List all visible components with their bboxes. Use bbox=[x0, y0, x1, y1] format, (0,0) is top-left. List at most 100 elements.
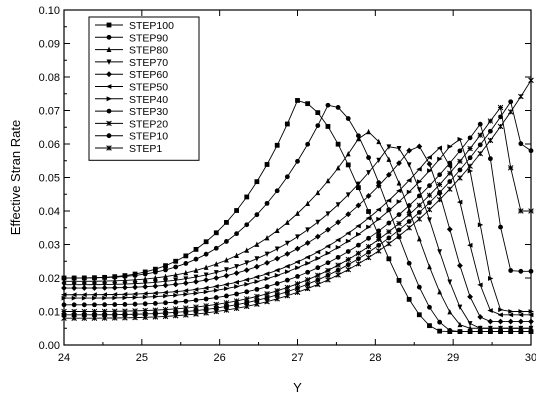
legend-item: STEP60 bbox=[95, 69, 168, 81]
data-point bbox=[152, 283, 159, 289]
data-point bbox=[528, 318, 534, 325]
data-point bbox=[91, 308, 98, 315]
data-point bbox=[213, 295, 219, 300]
y-tick-label: 0.03 bbox=[39, 240, 60, 252]
data-point bbox=[396, 199, 403, 205]
y-tick-label: 0.10 bbox=[39, 5, 60, 17]
data-point bbox=[477, 121, 483, 127]
data-point bbox=[203, 277, 210, 283]
data-point bbox=[366, 128, 371, 135]
y-tick-label: 0.05 bbox=[39, 173, 60, 185]
data-point bbox=[102, 275, 108, 280]
data-point bbox=[163, 273, 168, 280]
data-point bbox=[274, 296, 280, 302]
data-point bbox=[91, 285, 98, 291]
data-point bbox=[426, 161, 433, 167]
data-point bbox=[325, 226, 331, 233]
data-point bbox=[365, 243, 372, 250]
series-step60 bbox=[61, 143, 534, 325]
data-point bbox=[467, 168, 474, 174]
data-point bbox=[274, 188, 280, 194]
data-point bbox=[477, 150, 484, 157]
data-point bbox=[376, 233, 382, 238]
data-point bbox=[203, 306, 209, 312]
data-point bbox=[406, 203, 412, 208]
data-point bbox=[172, 306, 179, 312]
data-point bbox=[386, 256, 392, 262]
data-point bbox=[304, 276, 311, 283]
data-point bbox=[182, 280, 189, 287]
data-point bbox=[386, 228, 392, 235]
data-point bbox=[477, 325, 483, 332]
data-point bbox=[304, 254, 311, 260]
data-point bbox=[254, 279, 260, 285]
data-point bbox=[325, 267, 331, 274]
data-point bbox=[213, 275, 220, 281]
data-point bbox=[193, 304, 199, 310]
data-point bbox=[254, 293, 260, 300]
data-point bbox=[142, 314, 149, 321]
data-point bbox=[528, 268, 534, 274]
data-point bbox=[193, 297, 199, 303]
data-point bbox=[264, 200, 270, 206]
data-point bbox=[437, 190, 443, 195]
data-point bbox=[325, 260, 331, 266]
data-point bbox=[142, 294, 149, 300]
data-point bbox=[254, 301, 260, 307]
data-point bbox=[447, 279, 453, 285]
data-point bbox=[324, 243, 331, 249]
data-point bbox=[335, 165, 341, 171]
data-point bbox=[71, 275, 77, 281]
data-point bbox=[315, 281, 321, 288]
data-point bbox=[335, 267, 341, 273]
data-point bbox=[457, 175, 463, 181]
data-point bbox=[254, 286, 260, 292]
data-point bbox=[274, 142, 280, 148]
data-point bbox=[406, 260, 412, 266]
y-tick-label: 0.02 bbox=[39, 273, 60, 285]
legend-marker bbox=[106, 34, 112, 40]
data-point bbox=[406, 147, 413, 154]
data-point bbox=[203, 296, 209, 302]
data-point bbox=[345, 151, 351, 157]
data-point bbox=[182, 288, 189, 294]
data-point bbox=[142, 276, 148, 282]
data-point bbox=[406, 211, 412, 218]
data-point bbox=[254, 241, 260, 247]
legend-item: STEP90 bbox=[95, 32, 168, 44]
y-tick-label: 0.06 bbox=[39, 139, 60, 151]
data-point bbox=[457, 148, 463, 154]
data-point bbox=[528, 312, 534, 318]
legend-item: STEP10 bbox=[95, 131, 168, 143]
data-point bbox=[518, 93, 524, 100]
series-step10 bbox=[61, 99, 534, 318]
x-tick-label: 30 bbox=[525, 352, 536, 364]
data-point bbox=[366, 224, 372, 230]
data-point bbox=[183, 305, 189, 311]
data-point bbox=[386, 156, 392, 162]
data-point bbox=[244, 300, 250, 306]
data-point bbox=[101, 315, 108, 321]
data-point bbox=[446, 226, 453, 233]
data-point bbox=[193, 290, 199, 296]
y-tick-label: 0.01 bbox=[39, 307, 60, 319]
data-point bbox=[122, 284, 128, 291]
data-point bbox=[244, 222, 250, 228]
data-point bbox=[356, 133, 361, 139]
data-point bbox=[183, 298, 189, 304]
x-tick-label: 28 bbox=[369, 352, 381, 364]
data-point bbox=[507, 109, 514, 115]
data-point bbox=[264, 259, 270, 266]
data-point bbox=[447, 308, 453, 315]
data-point bbox=[274, 255, 281, 262]
data-point bbox=[508, 325, 514, 332]
series-layer bbox=[61, 77, 534, 334]
data-point bbox=[172, 312, 179, 319]
data-point bbox=[467, 155, 473, 161]
data-point bbox=[365, 215, 371, 221]
data-point bbox=[315, 123, 321, 129]
data-point bbox=[457, 329, 463, 334]
data-point bbox=[426, 192, 433, 198]
data-point bbox=[224, 257, 229, 263]
data-point bbox=[71, 308, 77, 315]
